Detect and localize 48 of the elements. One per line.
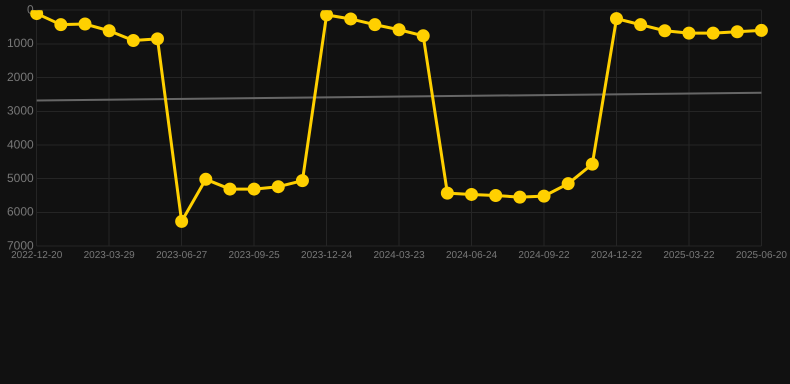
point [296,174,309,188]
y-tick-label: 5000 [6,170,34,185]
point [754,24,768,37]
point [344,12,358,26]
point [416,29,430,42]
point [368,18,382,32]
point [102,24,116,38]
point [248,182,261,196]
point [658,24,672,38]
y-tick-label: 7000 [6,238,34,252]
y-tick-label: 2000 [6,70,34,84]
point [562,177,575,190]
point [610,12,623,26]
point [538,190,551,203]
point [126,34,140,48]
point [150,32,164,46]
x-tick-label: 2024-12-22 [590,250,642,261]
point [392,23,406,36]
point [54,18,68,32]
point [320,10,334,22]
x-tick-label: 2023-06-27 [156,250,208,261]
point [513,190,526,204]
point [730,25,744,38]
point [78,18,92,31]
point [465,188,478,201]
x-tick-label: 2023-03-29 [84,250,136,261]
x-tick-label: 2023-09-25 [228,250,280,261]
y-tick-label: 6000 [6,204,34,219]
x-tick-label: 2022-12-20 [11,250,63,261]
point [586,158,599,171]
point [199,172,212,186]
point [175,214,188,228]
x-tick-label: 2024-09-22 [518,250,570,261]
point [489,188,502,202]
x-tick-label: 2025-03-22 [663,250,715,261]
point [634,18,648,32]
y-tick-label: 3000 [6,104,34,118]
x-tick-label: 2024-06-24 [446,250,498,261]
point [223,182,236,196]
point [272,180,285,194]
point [440,186,454,200]
x-tick-label: 2024-03-23 [373,250,426,261]
y-tick-label: 4000 [6,137,34,152]
x-tick-label: 2025-06-20 [736,250,788,261]
x-tick-label: 2023-12-24 [301,250,353,261]
point [706,26,720,40]
point [682,26,696,40]
y-tick-label: 1000 [6,36,34,50]
